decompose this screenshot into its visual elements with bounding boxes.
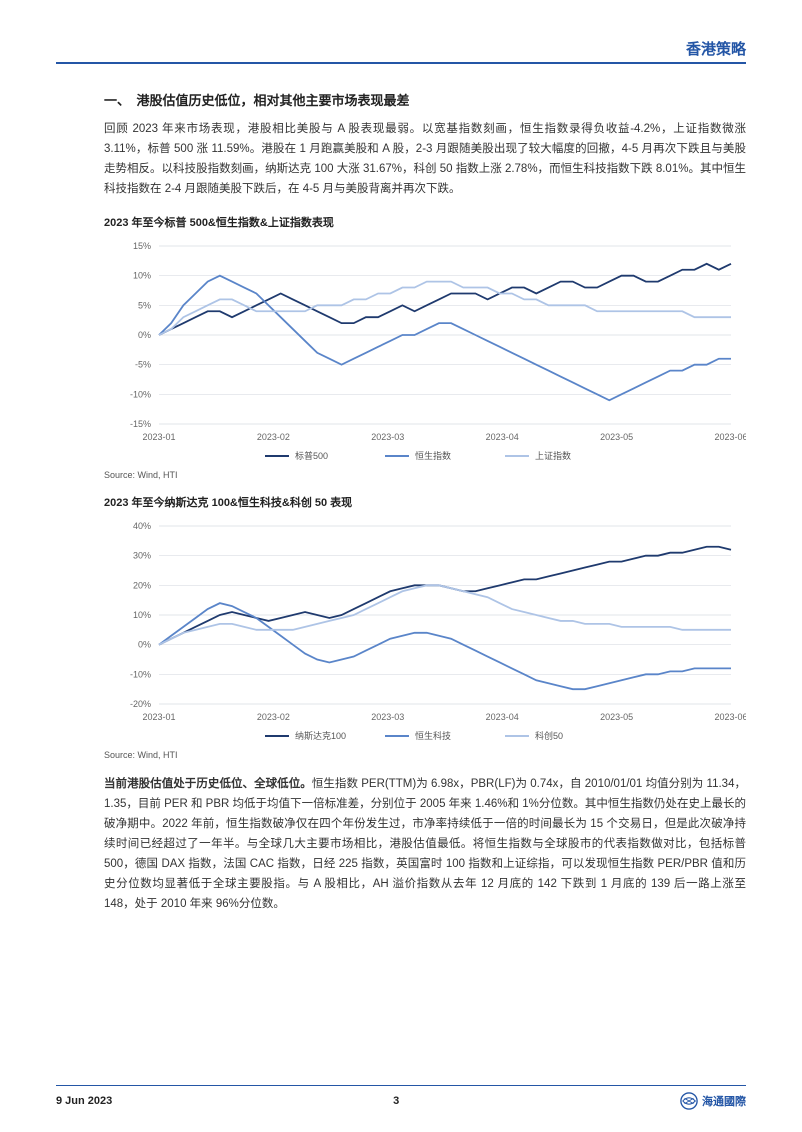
svg-text:2023-03: 2023-03 — [371, 712, 404, 722]
svg-text:恒生指数: 恒生指数 — [415, 450, 451, 461]
svg-text:20%: 20% — [133, 580, 151, 590]
svg-text:科创50: 科创50 — [535, 730, 563, 741]
svg-text:0%: 0% — [138, 639, 151, 649]
svg-text:10%: 10% — [133, 610, 151, 620]
svg-text:标普500: 标普500 — [295, 450, 328, 461]
section-title: 一、 港股估值历史低位，相对其他主要市场表现最差 — [104, 90, 746, 109]
para2-lead: 当前港股估值处于历史低位、全球低位。 — [104, 778, 312, 790]
chart1-source: Source: Wind, HTI — [104, 470, 746, 480]
svg-text:2023-06: 2023-06 — [714, 712, 746, 722]
svg-text:-15%: -15% — [130, 419, 151, 429]
brand-icon — [680, 1092, 698, 1110]
svg-text:2023-06: 2023-06 — [714, 432, 746, 442]
svg-text:2023-01: 2023-01 — [142, 432, 175, 442]
page-footer: 9 Jun 2023 3 海通國際 — [56, 1085, 746, 1110]
footer-brand-text: 海通國際 — [702, 1093, 746, 1109]
svg-text:0%: 0% — [138, 330, 151, 340]
footer-brand: 海通國際 — [680, 1092, 746, 1110]
svg-text:2023-02: 2023-02 — [257, 712, 290, 722]
svg-text:2023-04: 2023-04 — [486, 712, 519, 722]
svg-text:2023-01: 2023-01 — [142, 712, 175, 722]
svg-text:-10%: -10% — [130, 669, 151, 679]
svg-text:-20%: -20% — [130, 699, 151, 709]
chart2: 40% 30% 20% 10% 0% -10% -20% 2023-01 2023-02 2023… — [104, 516, 746, 746]
para2-rest: 恒生指数 PER(TTM)为 6.98x，PBR(LF)为 0.74x，自 20… — [104, 778, 746, 911]
svg-text:-10%: -10% — [130, 389, 151, 399]
svg-text:10%: 10% — [133, 270, 151, 280]
svg-text:15%: 15% — [133, 241, 151, 251]
svg-text:-5%: -5% — [135, 359, 151, 369]
svg-text:40%: 40% — [133, 521, 151, 531]
body-paragraph-2: 当前港股估值处于历史低位、全球低位。恒生指数 PER(TTM)为 6.98x，P… — [104, 774, 746, 915]
footer-page-number: 3 — [393, 1095, 399, 1107]
svg-text:2023-05: 2023-05 — [600, 712, 633, 722]
header-category: 香港策略 — [686, 38, 746, 59]
intro-paragraph: 回顾 2023 年来市场表现，港股相比美股与 A 股表现最弱。以宽基指数刻画，恒… — [104, 119, 746, 200]
chart1: 15% 10% 5% 0% -5% -10% -15% 2023-01 2023-02 2023-… — [104, 236, 746, 466]
chart2-source: Source: Wind, HTI — [104, 750, 746, 760]
svg-text:2023-04: 2023-04 — [486, 432, 519, 442]
main-content: 一、 港股估值历史低位，相对其他主要市场表现最差 回顾 2023 年来市场表现，… — [104, 90, 746, 928]
svg-text:上证指数: 上证指数 — [535, 450, 571, 461]
chart1-title: 2023 年至今标普 500&恒生指数&上证指数表现 — [104, 214, 746, 230]
chart2-title: 2023 年至今纳斯达克 100&恒生科技&科创 50 表现 — [104, 494, 746, 510]
svg-text:2023-05: 2023-05 — [600, 432, 633, 442]
svg-text:2023-02: 2023-02 — [257, 432, 290, 442]
header-rule — [56, 62, 746, 64]
svg-text:30%: 30% — [133, 550, 151, 560]
svg-text:恒生科技: 恒生科技 — [415, 730, 451, 741]
svg-text:5%: 5% — [138, 300, 151, 310]
footer-date: 9 Jun 2023 — [56, 1095, 112, 1107]
svg-text:2023-03: 2023-03 — [371, 432, 404, 442]
svg-text:纳斯达克100: 纳斯达克100 — [295, 730, 346, 741]
